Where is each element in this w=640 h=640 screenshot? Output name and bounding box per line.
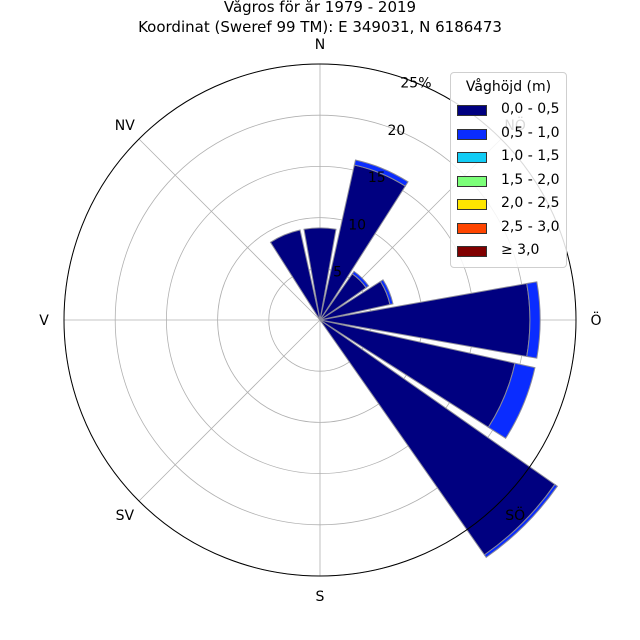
- rose-wedge: [353, 159, 409, 187]
- direction-label: V: [39, 313, 49, 329]
- legend-label: 2,0 - 2,5: [501, 195, 560, 211]
- legend-swatch: [457, 152, 487, 163]
- legend-item: 0,0 - 0,5: [451, 101, 566, 125]
- legend-item: ≥ 3,0: [451, 242, 566, 266]
- legend-swatch: [457, 175, 487, 187]
- rose-wedge: [487, 362, 536, 439]
- rose-wedge: [269, 229, 321, 321]
- legend: Våghöjd (m) 0,0 - 0,5 0,5 - 1,0 1,0 - 1,…: [450, 72, 567, 268]
- rose-wedge: [379, 279, 394, 306]
- legend-label: 2,5 - 3,0: [501, 218, 560, 235]
- direction-label: NV: [115, 118, 135, 134]
- radial-tick-label: 15: [368, 170, 386, 186]
- radial-tick-label: 25%: [400, 75, 431, 91]
- legend-label: 0,5 - 1,0: [501, 124, 560, 141]
- legend-swatch: [457, 199, 487, 210]
- rose-wedge: [483, 483, 559, 559]
- rose-wedge: [351, 270, 370, 289]
- legend-label: 0,0 - 0,5: [501, 101, 560, 117]
- legend-swatch: [457, 128, 487, 140]
- legend-item: 1,5 - 2,0: [451, 172, 566, 196]
- radial-tick-label: 10: [348, 217, 366, 233]
- legend-item: 0,5 - 1,0: [451, 125, 566, 149]
- direction-label: SV: [116, 508, 135, 524]
- chart-title: Vågros för år 1979 - 2019: [223, 0, 417, 16]
- radial-tick-label: 5: [333, 265, 342, 281]
- legend-swatch: [457, 105, 487, 116]
- direction-label: SÖ: [505, 506, 525, 524]
- rose-wedge: [526, 281, 541, 359]
- legend-swatch: [457, 222, 487, 234]
- legend-label: 1,5 - 2,0: [501, 171, 560, 188]
- grid-spoke: [138, 138, 321, 321]
- legend-label: 1,0 - 1,5: [501, 148, 560, 164]
- chart-subtitle: Koordinat (Sweref 99 TM): E 349031, N 61…: [138, 18, 502, 36]
- legend-title: Våghöjd (m): [465, 79, 552, 95]
- grid-spoke: [138, 319, 321, 502]
- direction-label: S: [316, 589, 325, 605]
- polar-frame: [63, 63, 577, 577]
- direction-label: N: [315, 37, 325, 53]
- legend-item: 1,0 - 1,5: [451, 148, 566, 172]
- legend-item: 2,5 - 3,0: [451, 219, 566, 243]
- legend-swatch: [457, 246, 487, 257]
- rose-wedge: [303, 227, 337, 321]
- direction-label: Ö: [590, 311, 601, 329]
- legend-label: ≥ 3,0: [501, 242, 540, 258]
- legend-item: 2,0 - 2,5: [451, 195, 566, 219]
- radial-tick-label: 20: [387, 123, 405, 139]
